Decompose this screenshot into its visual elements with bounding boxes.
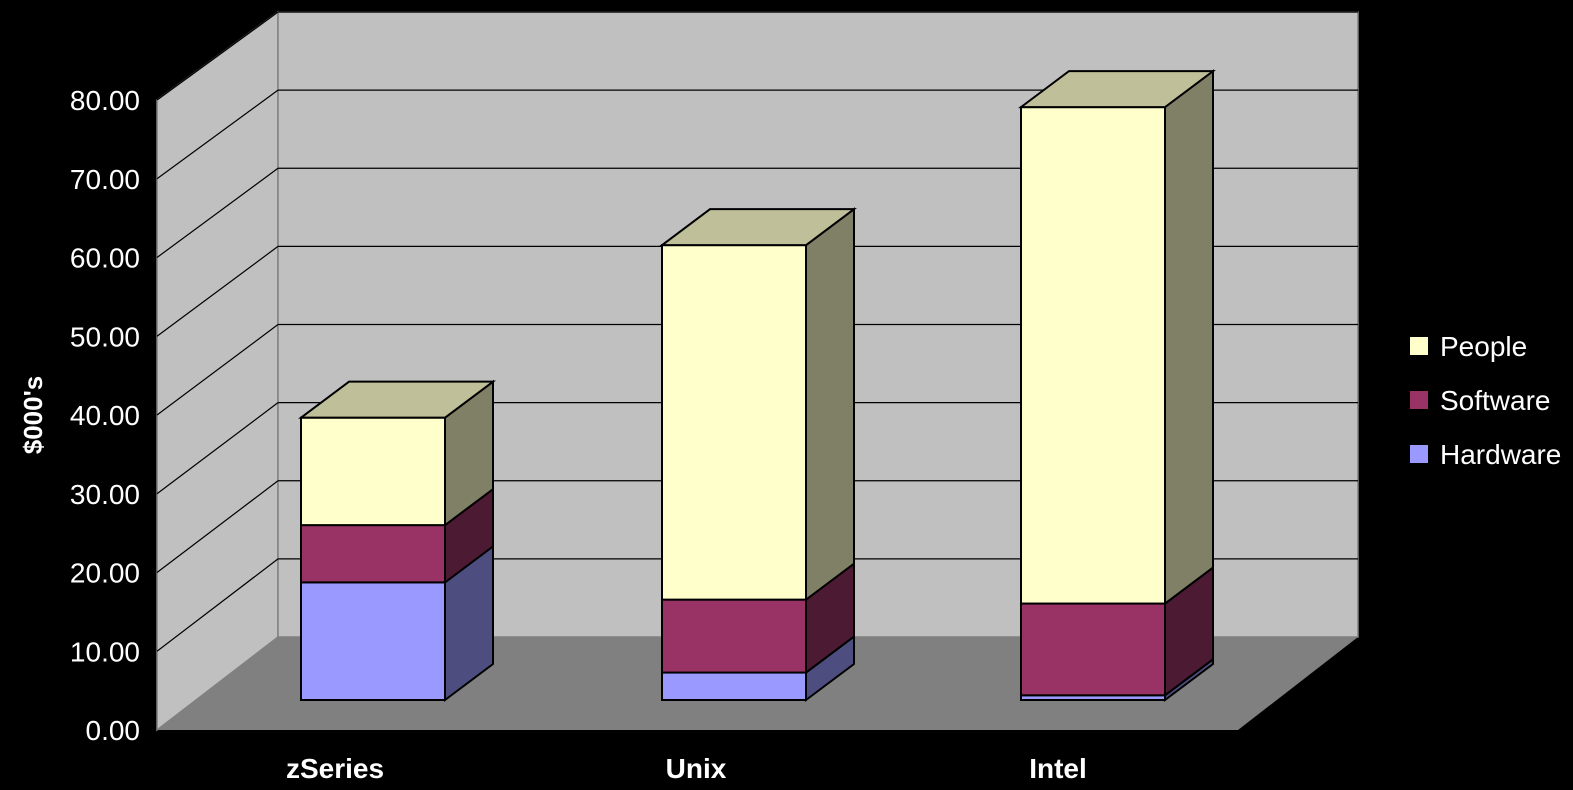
y-tick-label: 40.00: [70, 400, 140, 431]
bar-people-side: [1164, 69, 1214, 606]
y-axis-label: $000's: [18, 376, 48, 454]
y-tick-label: 70.00: [70, 164, 140, 195]
bar-hardware-front: [300, 581, 446, 701]
bar-software-front: [1020, 602, 1166, 697]
gridline-side: [156, 89, 279, 180]
y-tick-label: 30.00: [70, 479, 140, 510]
bar-people-top: [1018, 70, 1216, 109]
bar-stack-zseries: [298, 379, 496, 702]
y-axis-ticks: 0.00 10.00 20.00 30.00 40.00 50.00 60.00 70.00 8…: [70, 85, 140, 746]
legend-label: Hardware: [1440, 439, 1561, 470]
x-axis-categories: zSeries Unix Intel: [286, 753, 1087, 784]
gridline-side: [156, 480, 279, 573]
gridline-side: [156, 245, 279, 337]
bar-people-side: [805, 207, 855, 602]
y-tick-label: 0.00: [86, 715, 141, 746]
bar-people-front: [661, 244, 807, 601]
bar-people-top: [298, 380, 496, 419]
legend-label: Software: [1440, 385, 1551, 416]
y-tick-label: 50.00: [70, 321, 140, 352]
bar-stack-unix: [659, 207, 857, 702]
legend: People Software Hardware: [1410, 331, 1561, 470]
y-tick-label: 10.00: [70, 636, 140, 667]
bars: [298, 69, 1216, 702]
bar-people-front: [1020, 106, 1166, 605]
bar-software-front: [661, 598, 807, 674]
gridline-side: [156, 324, 279, 416]
bar-stack-intel: [1018, 69, 1216, 702]
legend-swatch-software: [1410, 391, 1428, 409]
bar-software-front: [300, 524, 446, 584]
side-wall: [156, 10, 279, 732]
bar-people-top: [659, 208, 857, 247]
y-tick-label: 60.00: [70, 243, 140, 274]
legend-swatch-people: [1410, 337, 1428, 355]
legend-label: People: [1440, 331, 1527, 362]
gridline-side: [156, 167, 279, 258]
x-category-label: zSeries: [286, 753, 384, 784]
bar-hardware-front: [661, 671, 807, 701]
y-tick-label: 20.00: [70, 558, 140, 589]
gridline-side: [156, 558, 279, 652]
gridline-side: [156, 11, 279, 101]
x-category-label: Unix: [666, 753, 727, 784]
gridline-side: [156, 402, 279, 495]
x-category-label: Intel: [1029, 753, 1087, 784]
y-tick-label: 80.00: [70, 85, 140, 116]
legend-swatch-hardware: [1410, 445, 1428, 463]
bar-people-front: [300, 416, 446, 527]
